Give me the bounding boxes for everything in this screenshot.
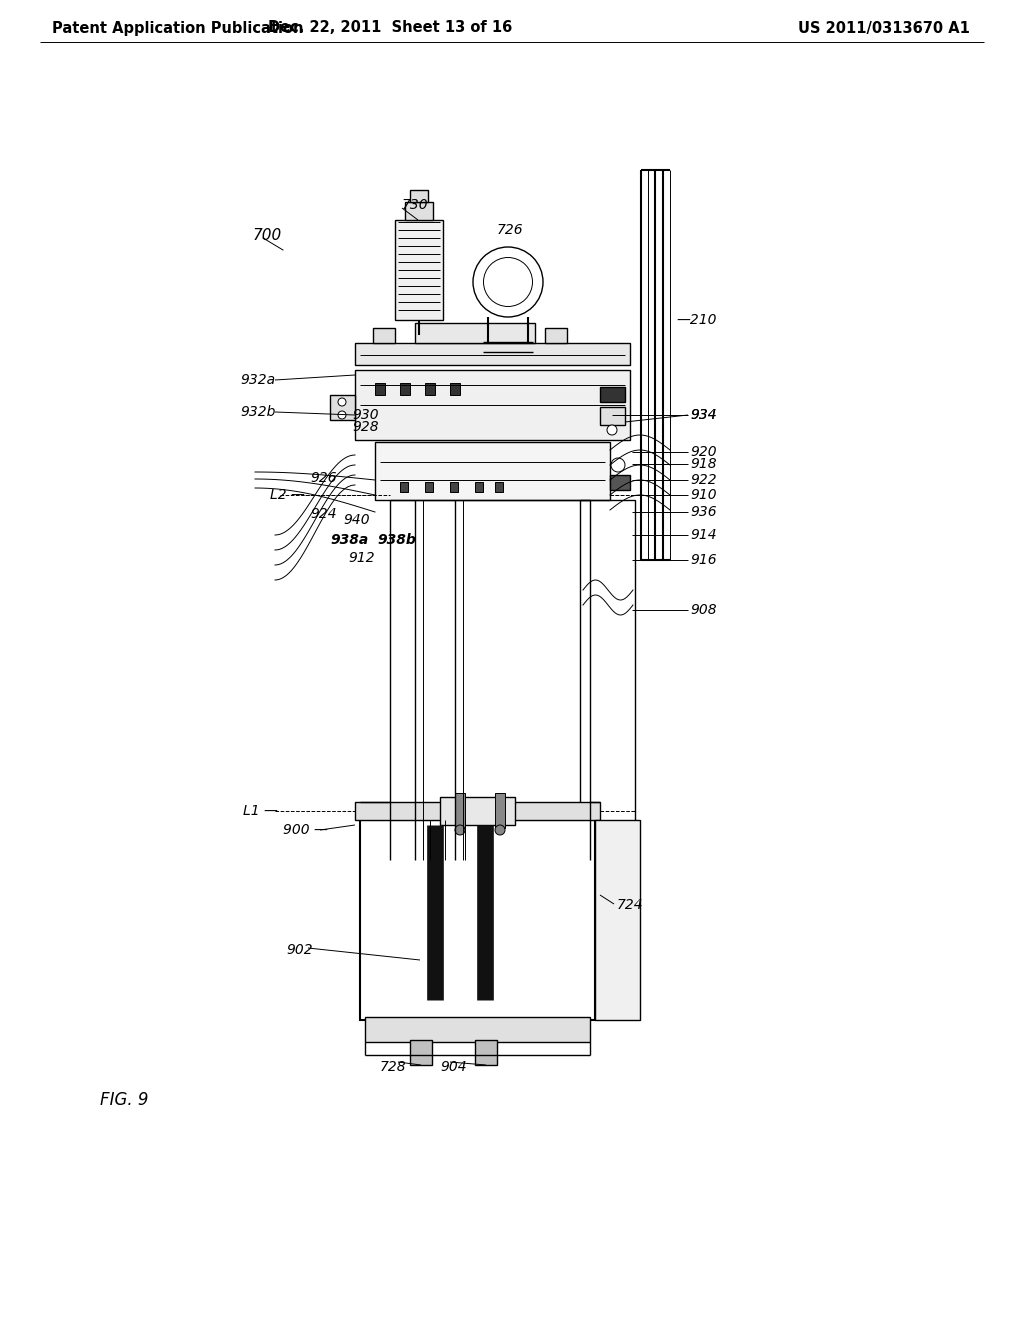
Bar — [425, 383, 435, 395]
Text: 932a: 932a — [240, 374, 275, 387]
Bar — [580, 500, 635, 861]
Bar — [410, 1040, 432, 1065]
Text: —210: —210 — [676, 313, 717, 327]
Bar — [355, 803, 600, 820]
Bar — [415, 323, 535, 343]
Circle shape — [611, 458, 625, 473]
Text: 940: 940 — [343, 513, 370, 527]
Text: Patent Application Publication: Patent Application Publication — [52, 21, 303, 36]
Text: 904: 904 — [440, 1060, 467, 1074]
Bar — [600, 407, 625, 425]
Bar — [450, 482, 458, 492]
Text: 728: 728 — [380, 1060, 407, 1074]
Text: 916: 916 — [690, 553, 717, 568]
Circle shape — [495, 825, 505, 836]
Circle shape — [607, 425, 617, 436]
Bar — [610, 475, 630, 490]
Text: 700: 700 — [253, 227, 283, 243]
Bar — [330, 395, 355, 420]
Text: 912: 912 — [348, 550, 375, 565]
Bar — [375, 442, 610, 500]
Bar — [400, 383, 410, 395]
Text: 918: 918 — [690, 457, 717, 471]
Text: US 2011/0313670 A1: US 2011/0313670 A1 — [798, 21, 970, 36]
Text: 928: 928 — [352, 420, 379, 434]
Bar — [425, 482, 433, 492]
Bar — [495, 793, 505, 828]
Text: 936: 936 — [690, 506, 717, 519]
Text: 938b: 938b — [377, 533, 416, 546]
Bar — [390, 500, 590, 861]
Bar — [600, 387, 625, 403]
Circle shape — [338, 411, 346, 418]
Circle shape — [473, 247, 543, 317]
Bar — [440, 797, 515, 825]
Circle shape — [455, 825, 465, 836]
Text: 902: 902 — [286, 942, 312, 957]
Bar — [365, 1016, 590, 1041]
Text: 726: 726 — [497, 223, 523, 238]
Text: 934: 934 — [690, 408, 717, 422]
Text: 914: 914 — [690, 528, 717, 543]
Text: 926: 926 — [310, 471, 337, 484]
Text: Dec. 22, 2011  Sheet 13 of 16: Dec. 22, 2011 Sheet 13 of 16 — [268, 21, 512, 36]
Circle shape — [483, 257, 532, 306]
Text: L2 —: L2 — — [270, 488, 305, 502]
Bar — [455, 793, 465, 828]
Text: 920: 920 — [690, 445, 717, 459]
Bar — [495, 482, 503, 492]
Text: FIG. 9: FIG. 9 — [100, 1092, 148, 1109]
Text: 910: 910 — [690, 488, 717, 502]
Bar — [450, 383, 460, 395]
Text: 934: 934 — [690, 408, 717, 422]
Text: 938a: 938a — [330, 533, 369, 546]
Bar — [475, 482, 483, 492]
Bar — [395, 220, 443, 319]
Bar — [360, 820, 595, 1020]
Text: 900 —: 900 — — [283, 822, 328, 837]
Bar — [595, 820, 640, 1020]
Bar — [375, 383, 385, 395]
Text: 724: 724 — [617, 898, 644, 912]
Bar — [355, 343, 630, 366]
Bar — [373, 327, 395, 343]
Circle shape — [472, 807, 482, 816]
Text: L1 —: L1 — — [243, 804, 278, 818]
Bar — [355, 370, 630, 440]
Bar — [545, 327, 567, 343]
Bar — [475, 1040, 497, 1065]
Bar — [400, 482, 408, 492]
Text: 922: 922 — [690, 473, 717, 487]
Circle shape — [338, 399, 346, 407]
Text: 930: 930 — [352, 408, 379, 422]
Text: 908: 908 — [690, 603, 717, 616]
Bar — [410, 190, 428, 202]
Text: 924: 924 — [310, 507, 337, 521]
Bar — [406, 202, 433, 220]
Text: 932b: 932b — [240, 405, 275, 418]
Text: 730: 730 — [402, 198, 429, 213]
